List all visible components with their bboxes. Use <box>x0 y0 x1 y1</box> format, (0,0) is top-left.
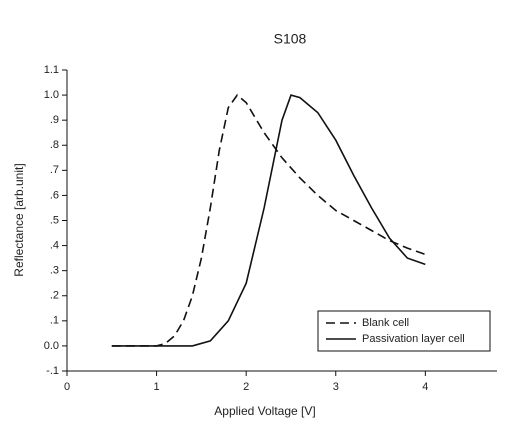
y-tick-label: .6 <box>50 189 59 201</box>
legend-label: Passivation layer cell <box>362 333 465 345</box>
x-tick-label: 4 <box>422 381 428 393</box>
y-tick-label: .7 <box>50 164 59 176</box>
x-axis-label: Applied Voltage [V] <box>214 404 315 418</box>
y-tick-label: .1 <box>50 315 59 327</box>
y-tick-label: 1.1 <box>44 64 59 76</box>
y-tick-label: .9 <box>50 114 59 126</box>
y-tick-label: .5 <box>50 214 59 226</box>
y-tick-label: .3 <box>50 265 59 277</box>
data-line <box>111 94 426 347</box>
y-tick-label: 1.0 <box>44 89 59 101</box>
y-tick-label: -.1 <box>46 365 59 377</box>
chart-title: S108 <box>274 31 307 47</box>
x-tick-label: 2 <box>243 381 249 393</box>
legend-label: Blank cell <box>362 317 409 329</box>
y-tick-label: .2 <box>50 290 59 302</box>
x-tick-label: 1 <box>154 381 160 393</box>
y-axis-label: Reflectance [arb.unit] <box>12 163 26 276</box>
x-tick-label: 0 <box>64 381 70 393</box>
legend-box <box>317 310 491 352</box>
x-tick-label: 3 <box>333 381 339 393</box>
data-line <box>111 93 426 347</box>
y-tick-label: 0.0 <box>44 340 59 352</box>
y-tick-label: .8 <box>50 139 59 151</box>
y-tick-label: .4 <box>50 239 59 251</box>
